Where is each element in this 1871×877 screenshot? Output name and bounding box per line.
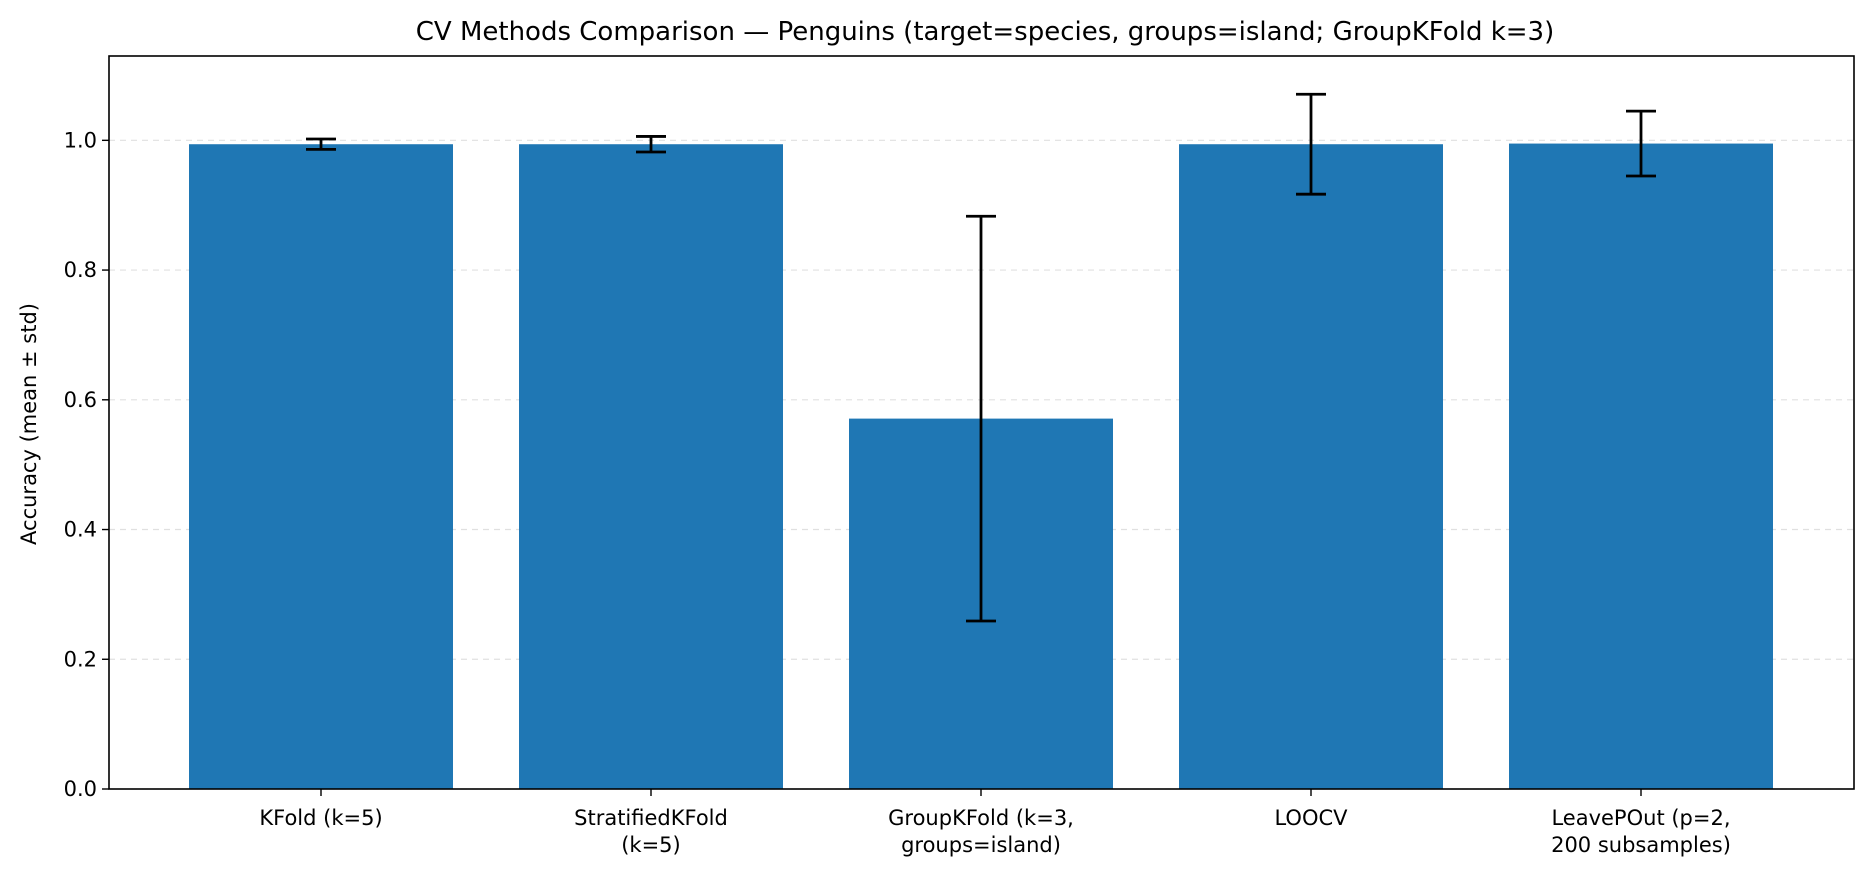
x-tick-label-line: LOOCV — [1274, 806, 1348, 830]
x-axis-ticks: KFold (k=5) StratifiedKFold (k=5) GroupKFol… — [259, 789, 1731, 857]
y-tick-label: 0.2 — [64, 647, 97, 671]
x-tick-label-line: (k=5) — [621, 833, 681, 857]
error-bar — [636, 135, 666, 154]
x-tick-label-line: StratifiedKFold — [574, 806, 728, 830]
error-bar — [306, 137, 336, 151]
error-bar — [966, 214, 996, 623]
x-tick-label: KFold (k=5) — [259, 806, 382, 830]
x-tick-label-line: 200 subsamples) — [1551, 833, 1731, 857]
x-tick-label: LOOCV — [1274, 806, 1348, 830]
chart-title: CV Methods Comparison — Penguins (target… — [416, 17, 1555, 47]
x-tick-label-line: groups=island) — [901, 833, 1061, 857]
x-tick-label: GroupKFold (k=3, groups=island) — [888, 806, 1074, 857]
y-tick-label: 0.0 — [64, 777, 97, 801]
error-bars — [306, 92, 1656, 623]
x-tick-label-line: LeavePOut (p=2, — [1551, 806, 1730, 830]
y-axis-label: Accuracy (mean ± std) — [17, 303, 41, 545]
bar — [1179, 144, 1443, 789]
y-tick-label: 0.8 — [64, 258, 97, 282]
x-tick-label: StratifiedKFold (k=5) — [574, 806, 728, 857]
bar — [519, 144, 783, 789]
y-axis-ticks: 0.0 0.2 0.4 0.6 0.8 1.0 — [64, 128, 109, 801]
x-tick-label-line: KFold (k=5) — [259, 806, 382, 830]
y-tick-label: 0.6 — [64, 388, 97, 412]
error-bar — [1626, 109, 1656, 178]
x-tick-label-line: GroupKFold (k=3, — [888, 806, 1074, 830]
bar — [189, 144, 453, 789]
error-bar — [1296, 92, 1326, 196]
y-tick-label: 1.0 — [64, 128, 97, 152]
bar — [1509, 143, 1773, 789]
x-tick-label: LeavePOut (p=2, 200 subsamples) — [1551, 806, 1731, 857]
y-tick-label: 0.4 — [64, 518, 97, 542]
